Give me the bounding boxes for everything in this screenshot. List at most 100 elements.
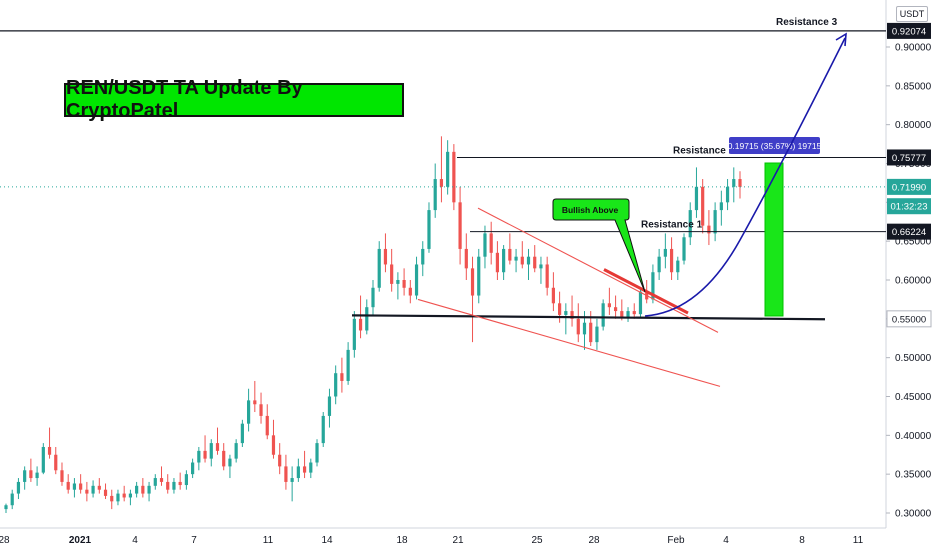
candle-body — [321, 415, 325, 444]
price-tag-label: 0.55000 — [892, 314, 926, 325]
time-tick-label: Feb — [667, 535, 685, 546]
time-tick-label: 25 — [531, 535, 543, 546]
candle-body — [464, 248, 468, 269]
candle-body — [327, 396, 332, 416]
candle-body — [166, 481, 170, 490]
candle-body — [4, 505, 8, 510]
candle-body — [79, 483, 83, 490]
candle-body — [396, 280, 400, 284]
bullish-callout-shape — [552, 198, 646, 293]
price-tag-box — [886, 310, 932, 328]
time-tick-label: 4 — [132, 535, 138, 546]
bullish-callout-text: Bullish Above — [562, 205, 619, 215]
candle-body — [732, 179, 736, 187]
candle-body — [365, 307, 369, 331]
candle-body — [271, 435, 276, 455]
candle-body — [371, 287, 375, 308]
price-tick-label: 0.80000 — [895, 120, 932, 131]
price-tag-box — [887, 22, 931, 39]
price-tick-label: 0.85000 — [895, 81, 932, 92]
candle-body — [203, 450, 207, 459]
candle-body — [446, 151, 450, 187]
candle-body — [191, 462, 195, 475]
price-tick-label: 0.35000 — [895, 470, 932, 481]
candle-body — [358, 318, 363, 331]
candle-body — [688, 210, 692, 238]
candle-body — [477, 256, 481, 296]
candle-body — [29, 470, 33, 479]
candle-body — [85, 489, 89, 494]
candle-body — [576, 318, 580, 335]
price-tick-label: 0.65000 — [895, 237, 932, 248]
candle-body — [178, 481, 182, 486]
time-tick-label: 11 — [263, 535, 274, 546]
price-tag-label: 0.75777 — [892, 153, 926, 164]
candle-body — [421, 248, 425, 265]
candle-body — [234, 443, 238, 459]
candle-body — [626, 311, 630, 318]
candle-body — [103, 489, 108, 496]
candle-body — [613, 307, 618, 312]
price-tick-label: 0.90000 — [895, 43, 932, 54]
candle-body — [489, 233, 493, 253]
candle-body — [228, 458, 232, 467]
candle-body — [135, 485, 139, 494]
projection-curve — [644, 37, 846, 317]
candle-body — [632, 311, 636, 315]
price-tag-box — [887, 149, 931, 166]
candle-body — [564, 311, 568, 315]
candle-body — [153, 478, 157, 486]
candle-body — [638, 291, 643, 315]
candle-body — [551, 287, 555, 304]
candle-body — [197, 450, 201, 463]
candle-body — [508, 248, 512, 261]
candle-body — [514, 256, 518, 261]
candle-body — [539, 264, 543, 269]
time-tick-label: 18 — [396, 535, 408, 546]
candle-body — [346, 349, 350, 381]
price-tag-box — [887, 178, 931, 195]
candle-body — [470, 268, 475, 296]
price-tick-label: 0.60000 — [895, 276, 932, 287]
candle-body — [595, 326, 599, 343]
candle-body — [433, 179, 437, 211]
candle-body — [110, 495, 114, 502]
candle-body — [408, 287, 412, 296]
candle-body — [738, 179, 742, 187]
candle-body — [259, 404, 263, 416]
candle-body — [253, 400, 257, 405]
candle-body — [483, 233, 487, 257]
candle-body — [10, 493, 14, 506]
time-tick-label: 7 — [191, 535, 197, 546]
candle-body — [402, 280, 406, 288]
time-tick-label: 28 — [588, 535, 600, 546]
time-tick-label: 11 — [853, 535, 864, 546]
candle-body — [502, 248, 506, 273]
candle-body — [620, 311, 624, 318]
candle-body — [209, 443, 213, 459]
candle-body — [265, 415, 269, 436]
candle-body — [663, 248, 667, 257]
candle-body — [657, 256, 661, 273]
candle-body — [47, 446, 52, 455]
candle-body — [16, 481, 21, 494]
candle-body — [676, 260, 680, 273]
candle-body — [526, 256, 531, 265]
candle-body — [334, 373, 338, 397]
candle-body — [35, 472, 39, 479]
candle-body — [352, 318, 356, 350]
candle-body — [128, 493, 133, 498]
currency-label[interactable]: USDT — [896, 6, 928, 22]
candle-body — [570, 311, 574, 319]
candle-body — [222, 450, 226, 467]
candle-body — [116, 493, 120, 502]
candle-body — [458, 202, 462, 249]
candle-body — [725, 186, 730, 203]
price-tag-label: 0.92074 — [892, 26, 926, 37]
candle-body — [284, 466, 288, 482]
price-tick-label: 0.50000 — [895, 353, 932, 364]
candle-body — [414, 264, 419, 296]
candle-body — [147, 485, 151, 494]
